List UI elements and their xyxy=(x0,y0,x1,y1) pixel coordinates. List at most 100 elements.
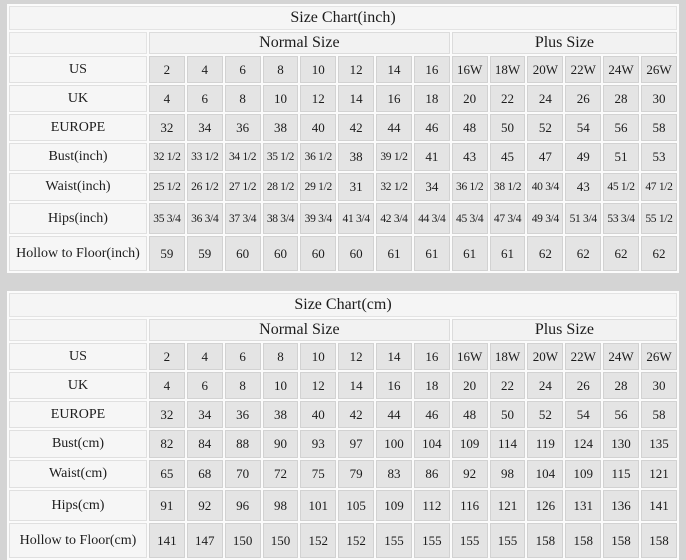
size-value-cell: 141 xyxy=(640,490,677,521)
table-row: Hips(inch) 35 3/4 36 3/4 37 3/4 38 3/4 39 3/4… xyxy=(9,203,677,234)
size-value-cell: 10 xyxy=(300,343,337,370)
table-body: US 2 4 6 8 10 12 14 16 16W 18W 20W 22W 24W 26W UK 4 6 8 10 1… xyxy=(9,343,677,558)
size-value-cell: 8 xyxy=(262,56,299,83)
table-row: Bust(inch) 32 1/2 33 1/2 34 1/2 35 1/2 36 1/2… xyxy=(9,143,677,171)
size-value-cell: 150 xyxy=(262,523,299,558)
size-value-cell: 52 xyxy=(527,114,564,141)
size-value-cell: 38 xyxy=(262,401,299,428)
size-value-cell: 158 xyxy=(565,523,602,558)
table-title: Size Chart(cm) xyxy=(9,293,677,317)
size-value-cell: 44 3/4 xyxy=(413,203,450,234)
size-value-cell: 12 xyxy=(338,343,375,370)
size-value-cell: 61 xyxy=(489,236,526,271)
size-value-cell: 131 xyxy=(565,490,602,521)
size-value-cell: 31 xyxy=(338,173,375,201)
size-value-cell: 14 xyxy=(338,85,375,112)
size-value-cell: 46 xyxy=(413,401,450,428)
size-value-cell: 16W xyxy=(451,56,488,83)
size-value-cell: 61 xyxy=(413,236,450,271)
size-value-cell: 36 xyxy=(224,114,261,141)
corner-cell xyxy=(9,319,147,341)
size-value-cell: 4 xyxy=(186,343,223,370)
size-value-cell: 109 xyxy=(451,430,488,458)
size-value-cell: 115 xyxy=(603,460,639,488)
size-value-cell: 47 3/4 xyxy=(489,203,526,234)
size-value-cell: 51 xyxy=(603,143,639,171)
size-value-cell: 26 xyxy=(565,85,602,112)
table-title-row: Size Chart(cm) xyxy=(9,293,677,317)
size-value-cell: 62 xyxy=(527,236,564,271)
row-label: Waist(inch) xyxy=(9,173,147,201)
size-value-cell: 8 xyxy=(262,343,299,370)
size-value-cell: 104 xyxy=(413,430,450,458)
row-label: EUROPE xyxy=(9,401,147,428)
size-value-cell: 109 xyxy=(376,490,412,521)
size-value-cell: 4 xyxy=(149,372,185,399)
table-row: Hollow to Floor(cm) 141 147 150 150 152 152 155… xyxy=(9,523,677,558)
group-header-normal-size: Normal Size xyxy=(149,32,450,54)
size-value-cell: 136 xyxy=(603,490,639,521)
size-value-cell: 92 xyxy=(451,460,488,488)
row-label: US xyxy=(9,343,147,370)
size-value-cell: 22 xyxy=(489,85,526,112)
size-value-cell: 8 xyxy=(224,372,261,399)
size-value-cell: 84 xyxy=(186,430,223,458)
size-value-cell: 116 xyxy=(451,490,488,521)
size-value-cell: 121 xyxy=(489,490,526,521)
size-value-cell: 28 1/2 xyxy=(262,173,299,201)
size-value-cell: 49 3/4 xyxy=(527,203,564,234)
size-value-cell: 56 xyxy=(603,114,639,141)
size-value-cell: 40 xyxy=(300,401,337,428)
size-value-cell: 60 xyxy=(224,236,261,271)
size-value-cell: 32 xyxy=(149,114,185,141)
row-label: Waist(cm) xyxy=(9,460,147,488)
row-label: Bust(inch) xyxy=(9,143,147,171)
table-row: Hips(cm) 91 92 96 98 101 105 109 112 116 121 126 131… xyxy=(9,490,677,521)
size-value-cell: 2 xyxy=(149,56,185,83)
size-value-cell: 75 xyxy=(300,460,337,488)
size-value-cell: 42 3/4 xyxy=(376,203,412,234)
size-value-cell: 45 xyxy=(489,143,526,171)
size-value-cell: 14 xyxy=(338,372,375,399)
size-value-cell: 22W xyxy=(565,343,602,370)
size-value-cell: 59 xyxy=(186,236,223,271)
table-row: UK 4 6 8 10 12 14 16 18 20 22 24 26 28 30 xyxy=(9,85,677,112)
size-value-cell: 155 xyxy=(376,523,412,558)
size-value-cell: 155 xyxy=(489,523,526,558)
size-value-cell: 48 xyxy=(451,114,488,141)
size-value-cell: 18 xyxy=(413,372,450,399)
size-value-cell: 152 xyxy=(300,523,337,558)
size-value-cell: 62 xyxy=(603,236,639,271)
row-label: Hollow to Floor(cm) xyxy=(9,523,147,558)
size-value-cell: 18W xyxy=(489,56,526,83)
size-value-cell: 65 xyxy=(149,460,185,488)
size-value-cell: 62 xyxy=(640,236,677,271)
size-value-cell: 34 xyxy=(413,173,450,201)
size-value-cell: 6 xyxy=(224,56,261,83)
size-value-cell: 28 xyxy=(603,85,639,112)
size-value-cell: 51 3/4 xyxy=(565,203,602,234)
group-header-row: Normal Size Plus Size xyxy=(9,319,677,341)
size-value-cell: 114 xyxy=(489,430,526,458)
size-value-cell: 36 1/2 xyxy=(451,173,488,201)
row-label: US xyxy=(9,56,147,83)
size-value-cell: 36 1/2 xyxy=(300,143,337,171)
size-value-cell: 39 3/4 xyxy=(300,203,337,234)
table-row: Hollow to Floor(inch) 59 59 60 60 60 60 61 61 61 6… xyxy=(9,236,677,271)
size-value-cell: 36 3/4 xyxy=(186,203,223,234)
size-value-cell: 20W xyxy=(527,56,564,83)
size-value-cell: 62 xyxy=(565,236,602,271)
size-value-cell: 60 xyxy=(300,236,337,271)
size-value-cell: 86 xyxy=(413,460,450,488)
size-value-cell: 10 xyxy=(262,372,299,399)
size-value-cell: 79 xyxy=(338,460,375,488)
table-title: Size Chart(inch) xyxy=(9,6,677,30)
size-value-cell: 32 1/2 xyxy=(149,143,185,171)
row-label: Hollow to Floor(inch) xyxy=(9,236,147,271)
size-value-cell: 37 3/4 xyxy=(224,203,261,234)
size-value-cell: 150 xyxy=(224,523,261,558)
size-value-cell: 22 xyxy=(489,372,526,399)
size-value-cell: 35 3/4 xyxy=(149,203,185,234)
size-value-cell: 40 xyxy=(300,114,337,141)
size-value-cell: 43 xyxy=(565,173,602,201)
